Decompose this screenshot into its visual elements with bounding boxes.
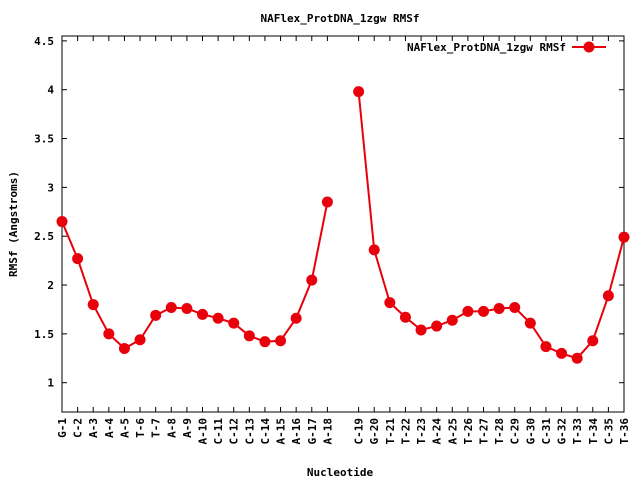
data-point <box>587 335 599 347</box>
data-point <box>243 330 255 342</box>
data-point <box>431 320 443 332</box>
data-point <box>556 347 568 359</box>
x-axis-label: Nucleotide <box>307 466 374 479</box>
x-tick-label: C-29 <box>509 418 522 445</box>
data-point <box>134 334 146 346</box>
series-line <box>61 201 329 350</box>
x-tick-label: G-17 <box>306 418 319 445</box>
x-tick-label: A-4 <box>103 418 116 438</box>
data-point <box>602 290 614 302</box>
data-point <box>87 299 99 311</box>
data-point <box>399 311 411 323</box>
y-axis: 1 1.5 2 2.5 3 3.5 4 4.5 <box>34 35 624 390</box>
data-point <box>56 216 68 228</box>
x-tick-label: T-27 <box>478 418 491 445</box>
x-tick-label: T-33 <box>571 418 584 445</box>
data-point <box>118 343 130 355</box>
data-point <box>509 302 521 314</box>
data-point <box>72 253 84 265</box>
data-point <box>384 297 396 309</box>
data-point <box>197 308 208 320</box>
x-tick-label: T-6 <box>134 418 147 438</box>
series-line <box>357 91 625 360</box>
x-tick-label: G-32 <box>556 418 569 445</box>
x-tick-label: A-15 <box>275 418 288 445</box>
chart-title: NAFlex_ProtDNA_1zgw RMSf <box>261 12 420 25</box>
y-tick-label: 2 <box>47 279 54 292</box>
data-point <box>415 324 427 336</box>
x-tick-label: A-25 <box>446 418 459 445</box>
x-tick-label: T-26 <box>462 418 475 445</box>
data-point <box>181 302 193 314</box>
x-tick-label: T-7 <box>150 418 163 438</box>
x-tick-label: A-24 <box>431 418 444 445</box>
x-tick-label: C-14 <box>259 418 272 445</box>
x-tick-label: T-23 <box>415 418 428 445</box>
y-tick-label: 4 <box>47 84 54 97</box>
series-layer <box>56 86 630 364</box>
x-tick-label: T-34 <box>587 418 600 445</box>
y-tick-label: 4.5 <box>34 35 54 48</box>
data-point <box>524 317 536 329</box>
x-tick-label: A-18 <box>321 418 334 445</box>
x-tick-label: T-36 <box>618 418 631 445</box>
x-tick-label: C-31 <box>540 418 553 445</box>
data-point <box>165 302 177 314</box>
x-tick-label: C-13 <box>243 418 256 445</box>
x-tick-label: A-16 <box>290 418 303 445</box>
data-point <box>493 302 505 314</box>
plot-frame <box>61 35 625 413</box>
data-point <box>478 305 489 317</box>
data-point <box>259 336 271 348</box>
x-tick-label: A-9 <box>181 418 194 438</box>
data-point <box>321 196 333 208</box>
x-axis: G-1 C-2 A-3 A-4 A-5 T-6 T-7 A-8 A-9 A-10 C-11 C-12 C… <box>56 36 631 445</box>
x-tick-label: C-19 <box>353 418 366 445</box>
data-point <box>571 352 583 364</box>
y-tick-label: 1 <box>47 377 54 390</box>
x-tick-label: G-20 <box>368 418 381 445</box>
x-tick-label: C-2 <box>72 418 85 438</box>
data-point <box>306 274 318 286</box>
x-tick-label: A-8 <box>165 418 178 438</box>
data-point <box>368 244 380 256</box>
y-tick-label: 2.5 <box>34 230 54 243</box>
legend: NAFlex_ProtDNA_1zgw RMSf <box>407 41 606 54</box>
y-tick-label: 3 <box>47 181 54 194</box>
x-tick-label: T-28 <box>493 418 506 445</box>
plot-area <box>61 35 625 413</box>
data-point <box>212 312 224 324</box>
y-tick-label: 1.5 <box>34 328 54 341</box>
data-point <box>290 312 302 324</box>
x-tick-label: C-12 <box>228 418 241 445</box>
legend-label: NAFlex_ProtDNA_1zgw RMSf <box>407 41 566 54</box>
data-point <box>618 231 630 243</box>
data-point <box>275 335 287 347</box>
x-tick-label: C-11 <box>212 418 225 445</box>
data-point <box>446 314 458 326</box>
data-point <box>150 309 162 321</box>
data-point <box>353 86 365 98</box>
data-point <box>462 305 474 317</box>
data-point <box>540 341 552 353</box>
x-tick-label: C-35 <box>602 418 615 445</box>
x-tick-label: G-1 <box>56 418 69 438</box>
legend-marker <box>583 41 595 53</box>
y-axis-label: RMSf (Angstroms) <box>7 171 20 277</box>
x-tick-label: A-5 <box>118 418 131 438</box>
x-tick-label: A-10 <box>197 418 210 445</box>
data-point <box>228 317 240 329</box>
data-point <box>103 328 115 340</box>
y-tick-label: 3.5 <box>34 133 54 146</box>
x-tick-label: G-30 <box>524 418 537 445</box>
x-tick-label: T-21 <box>384 418 397 445</box>
x-tick-label: A-3 <box>87 418 100 438</box>
x-tick-label: T-22 <box>399 418 412 445</box>
